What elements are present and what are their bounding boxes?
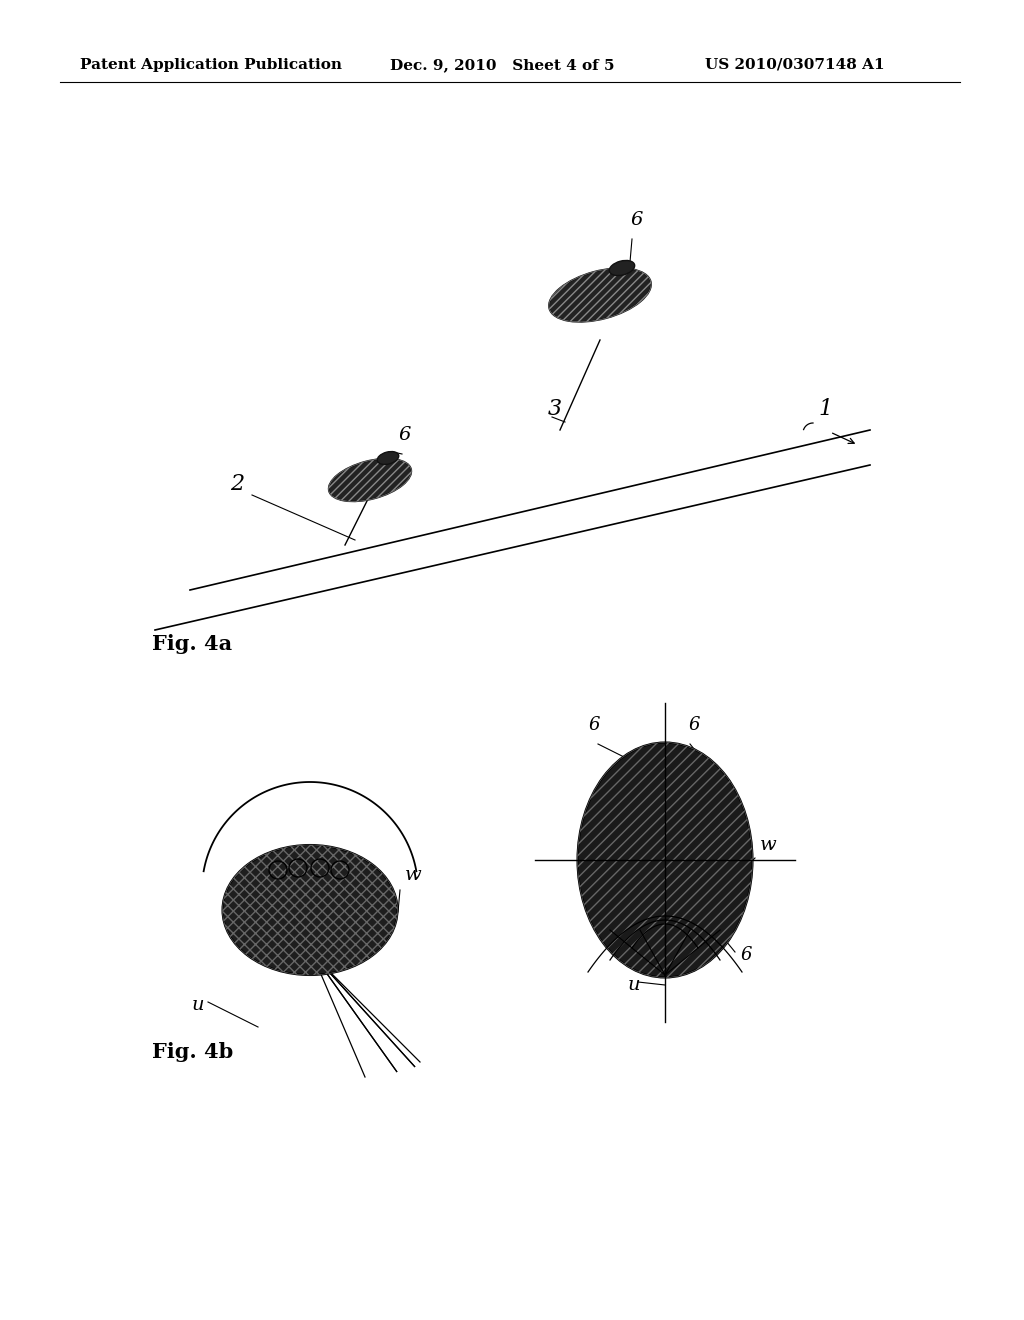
Text: Patent Application Publication: Patent Application Publication [80, 58, 342, 73]
Text: u: u [628, 975, 640, 994]
Text: Dec. 9, 2010   Sheet 4 of 5: Dec. 9, 2010 Sheet 4 of 5 [390, 58, 614, 73]
Text: US 2010/0307148 A1: US 2010/0307148 A1 [705, 58, 885, 73]
Ellipse shape [329, 458, 412, 502]
Text: w: w [406, 866, 422, 884]
Text: 3: 3 [548, 399, 562, 420]
Ellipse shape [377, 451, 398, 465]
Text: 6: 6 [398, 426, 411, 444]
Text: 6: 6 [588, 715, 599, 734]
Text: Fig. 4a: Fig. 4a [152, 634, 232, 653]
Ellipse shape [609, 260, 635, 276]
Ellipse shape [549, 268, 651, 322]
Text: 6: 6 [630, 211, 642, 228]
Text: 1: 1 [818, 399, 833, 420]
Ellipse shape [222, 845, 397, 975]
Text: 6: 6 [740, 946, 752, 964]
Text: u: u [193, 997, 205, 1014]
Text: 6: 6 [688, 715, 699, 734]
Text: w: w [760, 836, 777, 854]
Text: 2: 2 [230, 473, 244, 495]
Text: Fig. 4b: Fig. 4b [152, 1041, 233, 1063]
Ellipse shape [578, 742, 753, 978]
